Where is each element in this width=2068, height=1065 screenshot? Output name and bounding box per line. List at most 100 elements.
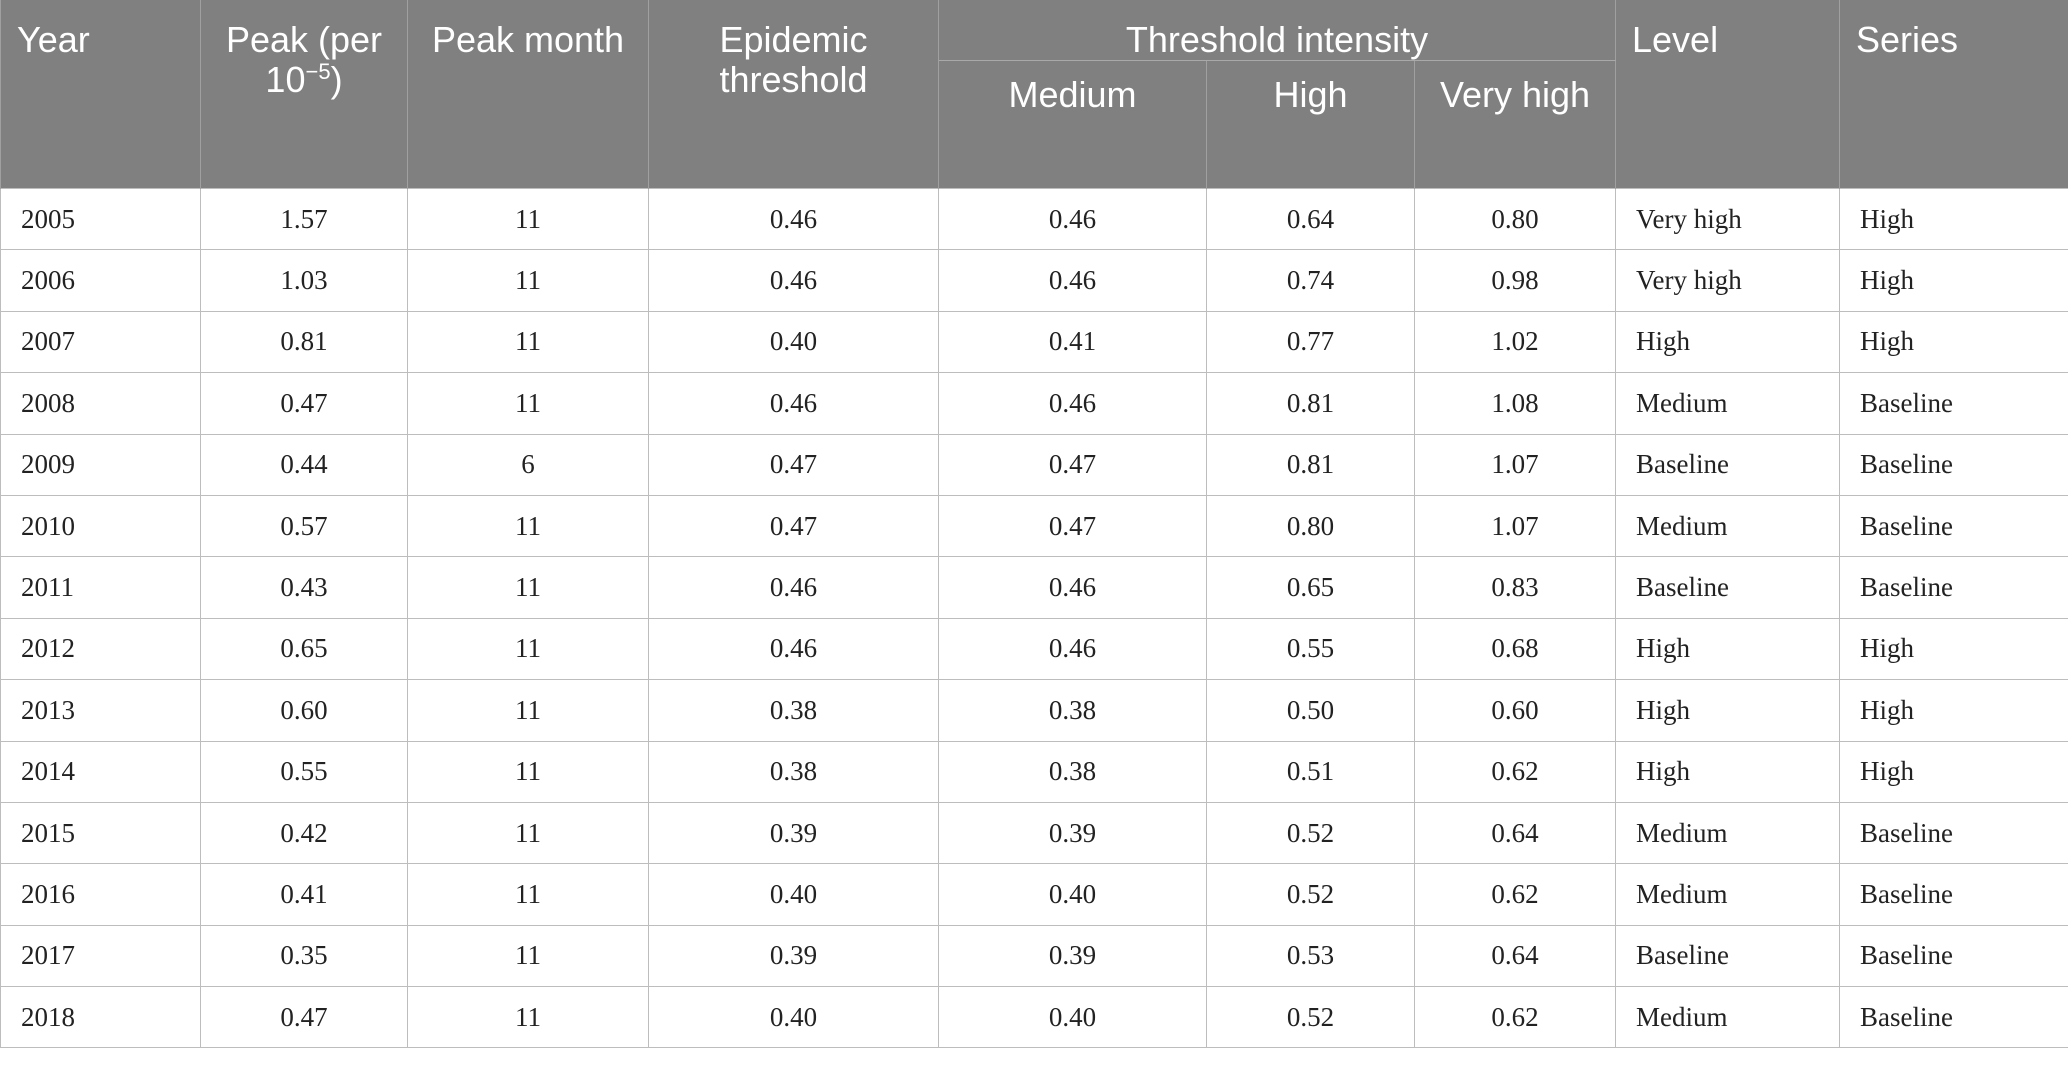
cell-peak-month: 11 [407, 617, 649, 681]
cell-epidemic-threshold: 0.46 [648, 187, 939, 251]
cell-series: Baseline [1839, 863, 2068, 926]
cell-very-high: 0.62 [1414, 740, 1616, 803]
cell-very-high: 0.80 [1414, 187, 1616, 251]
cell-peak-month: 6 [407, 433, 649, 496]
cell-level: Medium [1615, 863, 1840, 926]
cell-level: High [1615, 617, 1840, 681]
cell-very-high: 0.98 [1414, 249, 1616, 312]
cell-peak-month: 11 [407, 986, 649, 1049]
cell-peak: 0.65 [200, 617, 408, 681]
table-body: 2005 1.57 11 0.46 0.46 0.64 0.80 Very high High 2… [0, 187, 2068, 1049]
cell-medium: 0.41 [938, 310, 1207, 374]
cell-year: 2007 [0, 310, 201, 374]
cell-peak-month: 11 [407, 924, 649, 988]
cell-peak: 0.81 [200, 310, 408, 374]
table-row: 2017 0.35 11 0.39 0.39 0.53 0.64 Baseline Baseli… [0, 924, 2068, 988]
cell-peak-month: 11 [407, 801, 649, 865]
cell-level: High [1615, 310, 1840, 374]
cell-peak: 0.47 [200, 986, 408, 1049]
cell-very-high: 0.60 [1414, 679, 1616, 742]
cell-epidemic-threshold: 0.40 [648, 310, 939, 374]
table-row: 2018 0.47 11 0.40 0.40 0.52 0.62 Medium Baseline [0, 986, 2068, 1049]
cell-medium: 0.47 [938, 494, 1207, 558]
cell-peak: 0.47 [200, 372, 408, 435]
cell-year: 2014 [0, 740, 201, 803]
cell-peak: 0.42 [200, 801, 408, 865]
cell-high: 0.52 [1206, 801, 1415, 865]
cell-level: Baseline [1615, 924, 1840, 988]
table-row: 2012 0.65 11 0.46 0.46 0.55 0.68 High High [0, 617, 2068, 681]
table-row: 2013 0.60 11 0.38 0.38 0.50 0.60 High High [0, 679, 2068, 742]
cell-year: 2005 [0, 187, 201, 251]
header-level: Level [1615, 0, 1840, 189]
cell-series: Baseline [1839, 556, 2068, 619]
table-row: 2010 0.57 11 0.47 0.47 0.80 1.07 Medium Baseline [0, 494, 2068, 558]
cell-peak: 1.03 [200, 249, 408, 312]
table-row: 2008 0.47 11 0.46 0.46 0.81 1.08 Medium Baseline [0, 372, 2068, 435]
table-row: 2014 0.55 11 0.38 0.38 0.51 0.62 High High [0, 740, 2068, 803]
cell-very-high: 0.64 [1414, 801, 1616, 865]
header-epidemic-threshold: Epidemic threshold [648, 0, 939, 189]
header-high: High [1206, 60, 1415, 189]
header-peak-exponent: −5 [305, 59, 331, 84]
cell-high: 0.64 [1206, 187, 1415, 251]
cell-peak-month: 11 [407, 863, 649, 926]
cell-series: Baseline [1839, 372, 2068, 435]
cell-high: 0.51 [1206, 740, 1415, 803]
cell-medium: 0.46 [938, 617, 1207, 681]
cell-peak-month: 11 [407, 556, 649, 619]
cell-level: Medium [1615, 986, 1840, 1049]
table-row: 2005 1.57 11 0.46 0.46 0.64 0.80 Very high High [0, 187, 2068, 251]
cell-peak: 0.57 [200, 494, 408, 558]
cell-level: Medium [1615, 494, 1840, 558]
header-medium: Medium [938, 60, 1207, 189]
cell-high: 0.77 [1206, 310, 1415, 374]
cell-epidemic-threshold: 0.47 [648, 494, 939, 558]
cell-very-high: 0.64 [1414, 924, 1616, 988]
cell-epidemic-threshold: 0.46 [648, 372, 939, 435]
cell-high: 0.55 [1206, 617, 1415, 681]
cell-epidemic-threshold: 0.39 [648, 801, 939, 865]
cell-series: High [1839, 679, 2068, 742]
cell-year: 2015 [0, 801, 201, 865]
cell-epidemic-threshold: 0.46 [648, 249, 939, 312]
cell-medium: 0.46 [938, 187, 1207, 251]
cell-series: Baseline [1839, 801, 2068, 865]
header-very-high: Very high [1414, 60, 1616, 189]
header-peak-close: ) [330, 59, 343, 100]
cell-series: High [1839, 187, 2068, 251]
cell-high: 0.52 [1206, 986, 1415, 1049]
cell-year: 2016 [0, 863, 201, 926]
cell-peak: 0.35 [200, 924, 408, 988]
cell-series: Baseline [1839, 494, 2068, 558]
cell-level: Very high [1615, 249, 1840, 312]
cell-peak-month: 11 [407, 310, 649, 374]
cell-peak-month: 11 [407, 187, 649, 251]
cell-epidemic-threshold: 0.40 [648, 986, 939, 1049]
cell-epidemic-threshold: 0.46 [648, 556, 939, 619]
cell-very-high: 0.62 [1414, 986, 1616, 1049]
cell-year: 2013 [0, 679, 201, 742]
cell-medium: 0.46 [938, 372, 1207, 435]
cell-medium: 0.40 [938, 986, 1207, 1049]
cell-high: 0.50 [1206, 679, 1415, 742]
cell-level: Very high [1615, 187, 1840, 251]
cell-level: Medium [1615, 801, 1840, 865]
cell-medium: 0.39 [938, 924, 1207, 988]
cell-high: 0.80 [1206, 494, 1415, 558]
cell-medium: 0.47 [938, 433, 1207, 496]
cell-very-high: 0.62 [1414, 863, 1616, 926]
cell-peak-month: 11 [407, 249, 649, 312]
table-row: 2015 0.42 11 0.39 0.39 0.52 0.64 Medium Baseline [0, 801, 2068, 865]
cell-level: Baseline [1615, 433, 1840, 496]
cell-high: 0.53 [1206, 924, 1415, 988]
cell-level: Baseline [1615, 556, 1840, 619]
cell-series: High [1839, 617, 2068, 681]
cell-year: 2012 [0, 617, 201, 681]
cell-series: Baseline [1839, 986, 2068, 1049]
cell-epidemic-threshold: 0.47 [648, 433, 939, 496]
table-row: 2009 0.44 6 0.47 0.47 0.81 1.07 Baseline Baselin… [0, 433, 2068, 496]
cell-year: 2008 [0, 372, 201, 435]
cell-epidemic-threshold: 0.40 [648, 863, 939, 926]
